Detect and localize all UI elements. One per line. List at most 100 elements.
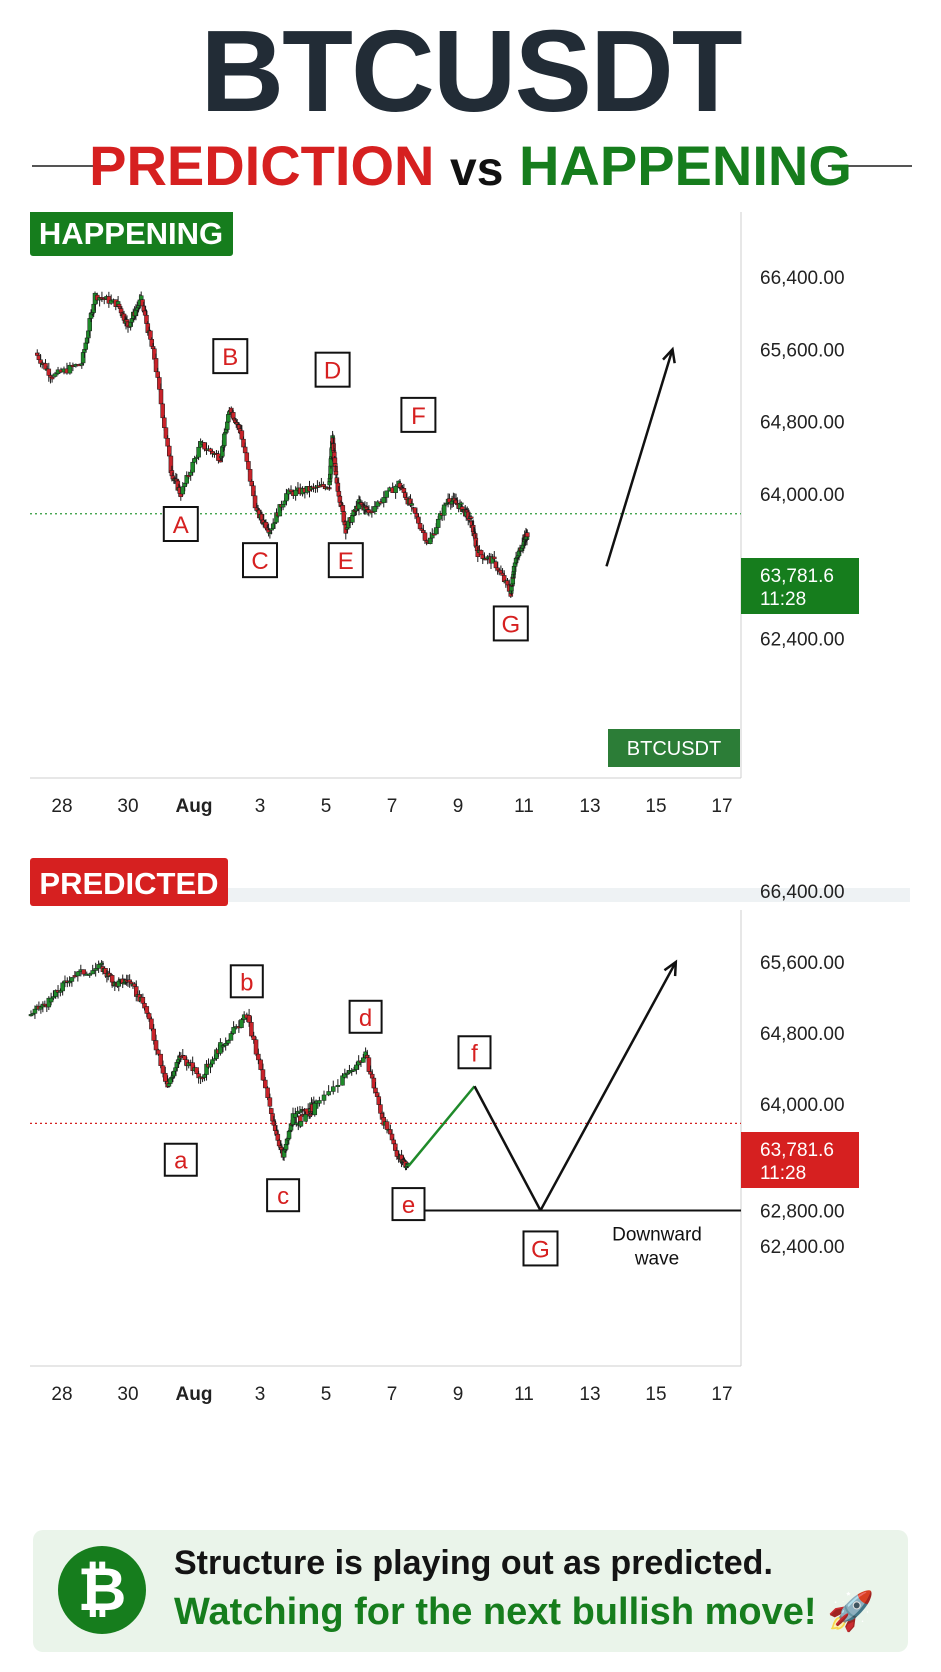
predicted-candle	[166, 1083, 172, 1087]
predicted-candle	[32, 1008, 38, 1014]
predicted-candle	[60, 982, 65, 992]
happening-candle	[244, 452, 250, 462]
happening-candle	[332, 457, 338, 464]
happening-x-tick-label: 13	[579, 796, 600, 817]
predicted-y-tick-label: 62,400.00	[760, 1237, 845, 1258]
predicted-wave-label: f	[471, 1040, 478, 1067]
predicted-x-tick-label: 13	[579, 1384, 600, 1405]
happening-candle	[474, 545, 480, 551]
predicted-candle	[38, 1006, 44, 1010]
predicted-candle	[246, 1015, 252, 1023]
predicted-wave-label: G	[531, 1236, 550, 1263]
predicted-candle	[321, 1094, 327, 1101]
predicted-candle	[258, 1059, 263, 1070]
happening-candle	[422, 532, 428, 541]
predicted-x-tick-label: 11	[514, 1384, 534, 1405]
predicted-candle	[331, 1086, 336, 1092]
happening-candle	[284, 493, 289, 502]
banner-line-1: Structure is playing out as predicted.	[174, 1544, 773, 1582]
predicted-x-tick-label: 17	[711, 1384, 732, 1405]
predicted-chart: 66,400.0065,600.0064,800.0064,000.0063,2…	[28, 858, 859, 1405]
predicted-projection-arrow	[539, 961, 677, 1212]
happening-price-tag: 63,781.6	[760, 566, 834, 587]
happening-candle	[202, 442, 207, 450]
happening-candle	[79, 363, 85, 366]
happening-candle	[49, 376, 55, 380]
predicted-x-tick-label: 15	[645, 1384, 666, 1405]
predicted-candle	[218, 1042, 223, 1054]
happening-wave-label-box	[492, 605, 529, 642]
bitcoin-icon: ₿	[58, 1546, 146, 1634]
predicted-panel-label-bg	[30, 858, 228, 906]
happening-candle	[208, 448, 213, 452]
happening-candle	[478, 550, 484, 556]
predicted-candle	[267, 1097, 273, 1107]
happening-price-tag-bg	[741, 558, 859, 614]
happening-candle	[381, 497, 386, 503]
happening-x-tick-label: 7	[387, 796, 398, 817]
happening-candle	[158, 389, 164, 405]
predicted-candle	[69, 977, 75, 982]
happening-candle	[340, 505, 346, 512]
predicted-candle	[265, 1087, 270, 1098]
happening-projection-arrow	[605, 348, 674, 567]
predicted-y-tick-label: 64,800.00	[760, 1024, 845, 1045]
banner-line-2-text: Watching for the next bullish move!	[174, 1591, 817, 1633]
predicted-candle	[182, 1055, 188, 1061]
predicted-panel-label: PREDICTED	[39, 866, 218, 901]
predicted-candle	[194, 1067, 199, 1074]
predicted-x-tick-label: 30	[117, 1384, 138, 1405]
predicted-candle	[96, 964, 101, 969]
happening-x-tick-label: 15	[645, 796, 666, 817]
predicted-wave-label: c	[277, 1183, 289, 1210]
predicted-candle	[202, 1074, 207, 1078]
predicted-y-tick-label: 62,800.00	[760, 1201, 845, 1222]
predicted-annotation-line-1: Downward	[612, 1224, 702, 1245]
predicted-candle	[90, 970, 95, 975]
predicted-candle	[354, 1064, 359, 1070]
predicted-candle	[208, 1063, 213, 1068]
predicted-x-tick-label: Aug	[176, 1384, 213, 1405]
predicted-candle	[293, 1113, 298, 1118]
happening-x-tick-label: 3	[255, 796, 266, 817]
predicted-price-tag: 63,781.6	[760, 1140, 834, 1161]
title-rule-left	[32, 165, 110, 167]
predicted-wave-label-box	[229, 964, 264, 999]
predicted-candle	[384, 1121, 390, 1130]
predicted-candle	[340, 1075, 345, 1086]
predicted-candle	[223, 1043, 228, 1046]
happening-x-tick-label: 9	[453, 796, 464, 817]
happening-candle	[409, 503, 415, 506]
predicted-annotation-line-2: wave	[634, 1248, 679, 1269]
happening-candle	[333, 471, 339, 476]
happening-candle	[190, 461, 195, 473]
happening-candle	[246, 461, 251, 470]
banner-line-2: Watching for the next bullish move! 🚀	[174, 1590, 874, 1634]
happening-panel-label-bg	[30, 212, 233, 256]
predicted-wave-label: a	[174, 1148, 188, 1175]
predicted-x-tick-label: 5	[321, 1384, 332, 1405]
predicted-candle	[167, 1078, 173, 1084]
happening-candle	[222, 433, 227, 446]
happening-wave-label-box	[400, 396, 437, 433]
happening-candle	[196, 446, 201, 458]
rocket-icon: 🚀	[827, 1591, 875, 1633]
predicted-candle	[326, 1091, 331, 1096]
happening-wave-label-box	[327, 542, 364, 579]
happening-candle	[384, 490, 389, 498]
happening-wave-label: B	[222, 344, 238, 371]
happening-x-tick-label: 5	[321, 796, 332, 817]
conclusion-banner	[33, 1530, 908, 1652]
happening-candle	[525, 532, 530, 537]
predicted-candle	[81, 969, 87, 975]
predicted-x-tick-label: 9	[453, 1384, 464, 1405]
subtitle-prediction: PREDICTION	[89, 134, 435, 197]
predicted-candle	[253, 1039, 259, 1055]
predicted-price-tag-bg	[741, 1132, 859, 1188]
predicted-x-tick-label: 3	[255, 1384, 266, 1405]
happening-candle	[226, 414, 231, 423]
predicted-path-leg-f	[407, 1085, 476, 1167]
happening-wave-label: A	[173, 512, 189, 539]
predicted-candle	[317, 1100, 322, 1104]
happening-candle	[472, 533, 478, 539]
